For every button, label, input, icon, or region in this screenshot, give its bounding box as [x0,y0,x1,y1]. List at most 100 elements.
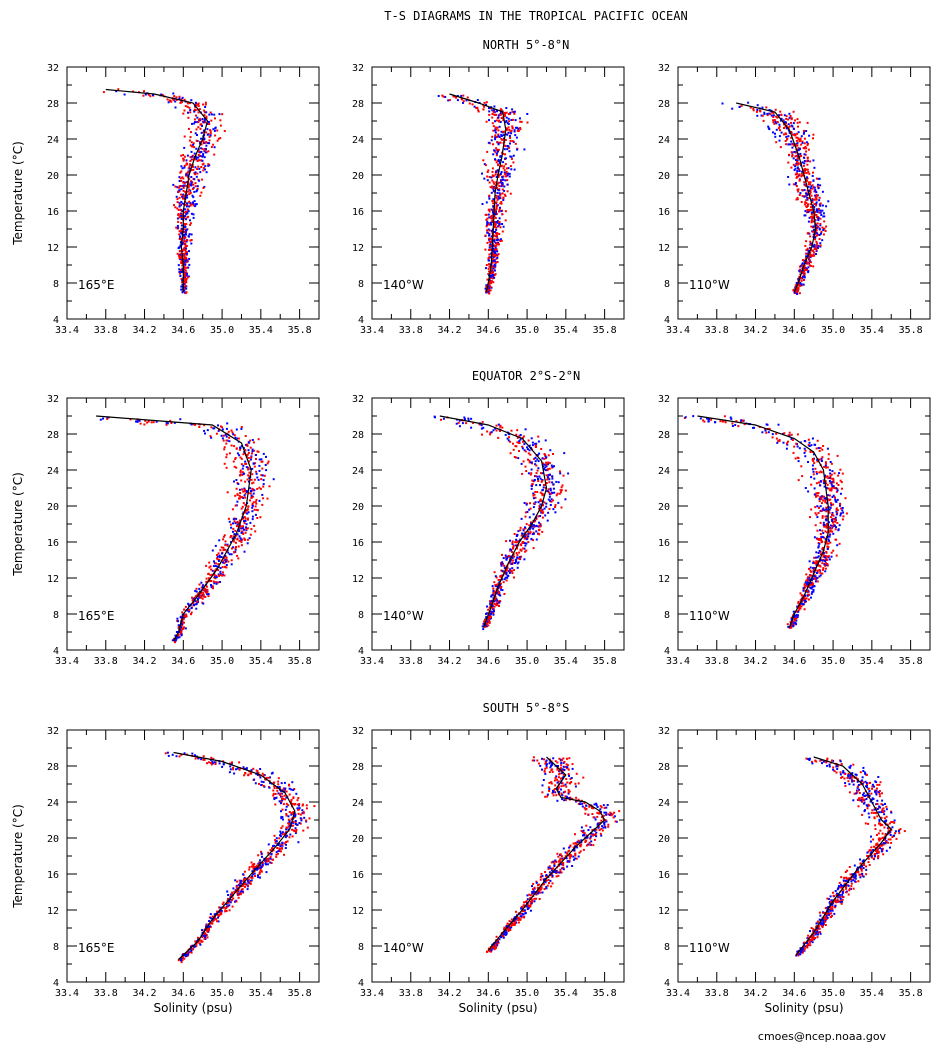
scatter-point-blue [815,201,818,204]
scatter-point-red [491,135,494,138]
scatter-point-red [833,520,836,523]
scatter-point-red [223,559,226,562]
scatter-point-red [197,126,200,129]
scatter-point-red [247,878,250,881]
scatter-point-red [814,210,817,213]
scatter-point-blue [221,552,223,555]
scatter-point-blue [825,564,828,567]
scatter-point-red [246,527,249,530]
scatter-point-blue [508,571,511,574]
scatter-point-red [825,524,828,527]
scatter-point-blue [532,532,535,535]
scatter-point-red [811,458,814,461]
scatter-point-blue [135,420,137,423]
scatter-point-red [811,197,814,200]
scatter-point-red [173,204,175,207]
scatter-point-blue [187,951,190,954]
scatter-point-blue [788,112,791,115]
scatter-point-red [196,187,199,190]
scatter-point-red [808,567,810,570]
scatter-point-red [241,512,244,515]
scatter-point-blue [272,478,275,481]
scatter-point-blue [502,199,505,201]
scatter-point-blue [494,131,497,134]
scatter-point-red [543,501,546,504]
scatter-point-blue [511,108,514,111]
scatter-point-red [489,289,492,292]
scatter-point-red [804,145,807,148]
scatter-point-red [173,95,176,98]
scatter-point-blue [486,621,489,624]
scatter-point-blue [809,187,812,190]
scatter-point-red [796,198,799,201]
scatter-point-blue [828,469,831,472]
scatter-point-red [195,104,198,107]
mean-ts-curve [105,88,209,292]
scatter-point-red [721,419,724,422]
scatter-point-red [796,188,799,191]
scatter-point-red [501,184,504,187]
scatter-point-blue [201,124,203,127]
scatter-point-red [182,252,185,255]
scatter-point-red [222,439,225,442]
scatter-point-blue [228,440,231,443]
scatter-point-blue [497,188,499,191]
scatter-point-red [235,888,238,891]
scatter-point-blue [192,196,195,199]
scatter-point-red [805,573,808,576]
scatter-point-blue [213,560,215,563]
scatter-point-blue [812,561,815,564]
scatter-point-red [805,597,808,600]
scatter-point-red [185,613,188,616]
scatter-point-blue [219,570,222,573]
row-title: EQUATOR 2°S-2°N [472,369,580,383]
scatter-point-red [199,194,202,197]
scatter-point-red [547,454,550,457]
scatter-point-red [452,95,455,98]
scatter-point-blue [184,260,187,263]
scatter-point-red [106,417,109,420]
scatter-point-red [529,531,532,534]
scatter-point-blue [243,520,245,523]
scatter-point-red [509,140,512,142]
scatter-point-red [483,625,486,628]
scatter-point-red [503,564,506,567]
scatter-point-blue [830,483,833,486]
scatter-point-red [798,608,801,611]
scatter-point-red [815,194,818,197]
scatter-point-red [823,536,826,539]
scatter-point-red [488,616,491,619]
scatter-point-blue [184,286,186,289]
x-tick-label: 34.2 [132,656,156,667]
scatter-point-red [803,142,806,145]
scatter-point-blue [490,252,493,255]
scatter-point-red [817,492,820,494]
scatter-point-red [493,571,496,574]
scatter-point-blue [804,581,807,584]
scatter-point-red [807,181,810,184]
scatter-point-red [490,602,493,605]
scatter-point-red [494,235,497,238]
y-tick-label: 16 [352,538,364,549]
scatter-point-red [798,194,801,196]
scatter-point-blue [279,845,282,848]
scatter-point-blue [175,195,178,198]
scatter-point-red [499,424,502,427]
y-tick-label: 4 [53,646,59,657]
scatter-point-red [225,910,228,912]
scatter-point-blue [175,631,178,633]
scatter-point-red [181,281,184,284]
scatter-point-red [205,934,208,936]
scatter-point-red [184,285,187,287]
scatter-point-blue [172,183,175,186]
scatter-point-red [179,208,182,211]
scatter-point-red [209,111,212,114]
scatter-point-blue [505,116,508,119]
scatter-point-red [203,424,206,427]
scatter-point-blue [494,575,497,578]
mean-ts-curve [439,415,548,628]
scatter-point-red [839,503,842,506]
scatter-point-red [783,127,785,129]
scatter-point-blue [775,128,778,131]
scatter-point-blue [496,250,499,253]
